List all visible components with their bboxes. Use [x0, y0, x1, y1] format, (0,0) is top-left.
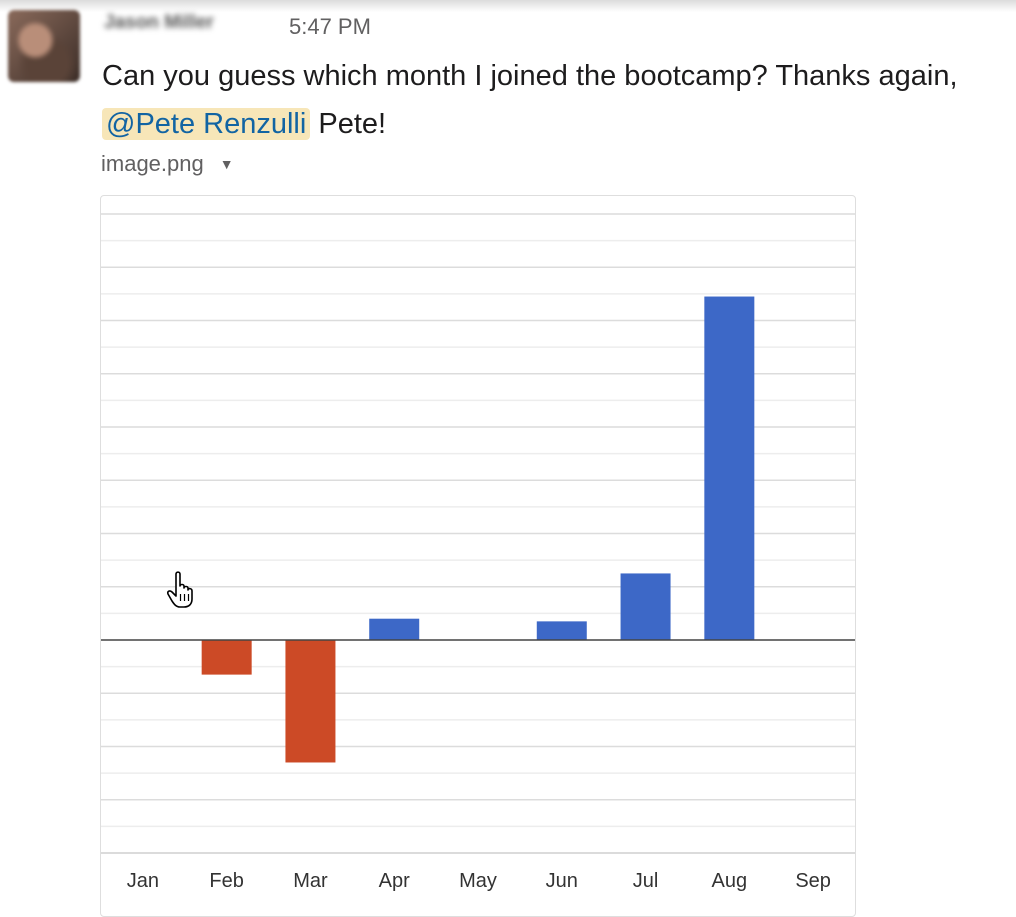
- bar-jun: [536, 621, 587, 640]
- user-avatar[interactable]: [8, 10, 80, 82]
- bar-aug: [704, 296, 755, 640]
- bar-feb: [201, 640, 252, 675]
- x-tick-label: Apr: [379, 870, 410, 892]
- x-tick-label: Feb: [209, 870, 243, 892]
- bar-jul: [620, 573, 671, 640]
- x-tick-label: Jun: [546, 870, 578, 892]
- message-body: Can you guess which month I joined the b…: [102, 52, 1007, 148]
- x-tick-label: Mar: [293, 870, 328, 892]
- bar-chart: Jan Feb Mar Apr May Jun Jul Aug Sep: [101, 213, 855, 892]
- x-tick-label: May: [459, 870, 497, 892]
- hand-pointer-icon: [167, 571, 193, 608]
- user-mention[interactable]: @Pete Renzulli: [102, 108, 311, 140]
- bar-mar: [285, 640, 336, 763]
- x-tick-label: Jan: [127, 870, 159, 892]
- x-tick-label: Jul: [633, 870, 659, 892]
- caret-down-icon[interactable]: ▼: [219, 156, 234, 172]
- message-text-before: Can you guess which month I joined the b…: [102, 60, 958, 92]
- x-tick-label: Sep: [795, 870, 831, 892]
- sender-name[interactable]: Jason Miller: [104, 12, 214, 33]
- attachment-filename[interactable]: image.png: [101, 151, 204, 176]
- x-tick-label: Aug: [712, 870, 748, 892]
- message-text-after: Pete!: [318, 108, 387, 140]
- top-shadow: [0, 0, 1016, 12]
- bar-apr: [369, 618, 420, 640]
- image-attachment[interactable]: Jan Feb Mar Apr May Jun Jul Aug Sep: [100, 195, 856, 917]
- message-timestamp[interactable]: 5:47 PM: [289, 14, 371, 39]
- attachment-header[interactable]: image.png ▼: [101, 151, 234, 177]
